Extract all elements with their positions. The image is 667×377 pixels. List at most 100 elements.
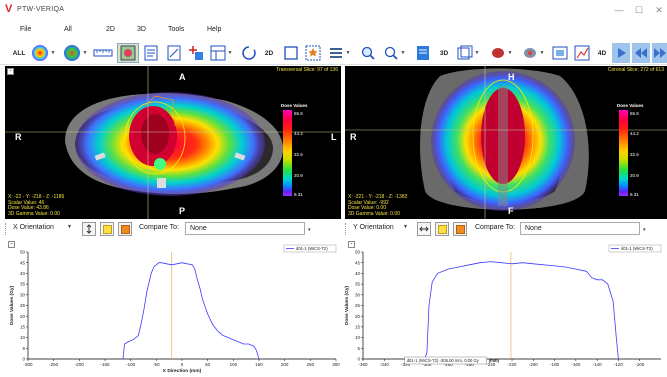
y-tick-label: 10 <box>20 335 26 340</box>
ruler-button[interactable] <box>92 43 114 63</box>
collapse-button[interactable]: - <box>348 241 355 248</box>
flip-button[interactable] <box>82 222 96 236</box>
rewind-icon <box>635 48 647 58</box>
compare-select[interactable]: None <box>185 222 305 235</box>
orientation-dropdown[interactable]: X Orientation <box>13 224 54 231</box>
chevron-down-icon[interactable]: ▾ <box>308 227 311 233</box>
mode-2d-button[interactable]: 2D <box>264 49 274 57</box>
x-tick-label: -100 <box>126 362 136 367</box>
y-tick-label: 0 <box>357 357 360 362</box>
brain-icon <box>63 45 80 61</box>
ruler-doc-button[interactable] <box>164 43 184 63</box>
y-tick-label: 50 <box>20 250 26 255</box>
x-profile-plot[interactable]: - 0 5 10 15 20 25 30 35 40 45 50 -300 -250 -200 -150 -1… <box>0 240 341 377</box>
legend-tick: 20.9 <box>630 173 639 178</box>
search-icon <box>361 46 375 60</box>
fast-forward-icon <box>653 48 666 58</box>
collapse-button[interactable]: - <box>8 241 15 248</box>
grip-handle[interactable] <box>345 223 348 235</box>
y-tick-label: 35 <box>355 282 361 287</box>
dose-sphere-button[interactable]: ▼ <box>28 43 58 63</box>
menu-help[interactable]: Help <box>207 26 222 33</box>
legend-title: Dose Values <box>617 103 644 108</box>
menu-file[interactable]: File <box>20 26 32 33</box>
search-button[interactable] <box>358 43 378 63</box>
yellow-line-button[interactable] <box>100 222 114 236</box>
rewind-button[interactable] <box>632 43 650 63</box>
star-icon <box>305 45 321 61</box>
compare-select[interactable]: None <box>520 222 640 235</box>
slice-info: Transversal Slice: 97 of 136 <box>276 67 338 73</box>
x-tick-label: 150 <box>255 362 263 367</box>
slider-button[interactable]: ▼ <box>325 43 353 63</box>
layers-button[interactable]: ▼ <box>454 43 482 63</box>
layout-grid-button[interactable]: ▼ <box>207 43 235 63</box>
collapse-button[interactable]: - <box>7 68 14 75</box>
transversal-viewer[interactable]: - Transversal Slice: 97 of 136 A P R L D… <box>5 66 341 219</box>
chart-button[interactable] <box>572 43 592 63</box>
brain-button[interactable]: ▼ <box>60 43 90 63</box>
overlay-button[interactable] <box>550 43 570 63</box>
all-button[interactable]: ALL <box>12 49 26 57</box>
compare-label: Compare To: <box>139 224 179 231</box>
mode-3d-button[interactable]: 3D <box>439 49 449 57</box>
orientation-dropdown[interactable]: Y Orientation <box>353 224 394 231</box>
legend-tick: 9.31 <box>630 192 639 197</box>
grip-handle[interactable] <box>5 223 8 235</box>
organ-icon <box>491 48 504 58</box>
x-tick-label: -50 <box>153 362 160 367</box>
chevron-down-icon[interactable]: ▼ <box>67 224 72 230</box>
legend-box <box>608 244 662 253</box>
zoom-button[interactable]: ▼ <box>380 43 408 63</box>
x-tick-label: -180 <box>550 362 560 367</box>
coronal-viewer[interactable]: Coronal Slice: 272 of 613 H F R Dose Val… <box>345 66 667 219</box>
page-button[interactable] <box>413 43 433 63</box>
legend-tick: 32.6 <box>294 152 303 157</box>
x-tick-label: -100 <box>635 362 645 367</box>
document-button[interactable] <box>141 43 161 63</box>
chevron-down-icon[interactable]: ▼ <box>403 224 408 230</box>
brain3d-button[interactable]: ▼ <box>519 43 547 63</box>
y-tick-label: 25 <box>355 303 361 308</box>
y-profile-plot[interactable]: - 0 5 10 15 20 25 30 35 40 45 50 -360 -340 -320 -300 -2… <box>343 240 667 377</box>
orange-line-button[interactable] <box>118 222 132 236</box>
play-button[interactable] <box>612 43 630 63</box>
organ-button[interactable]: ▼ <box>487 43 515 63</box>
mode-4d-button[interactable]: 4D <box>597 49 607 57</box>
yellow-line-button[interactable] <box>435 222 449 236</box>
add-point-button[interactable] <box>186 43 206 63</box>
y-tick-label: 15 <box>355 325 361 330</box>
dose-value: Dose Value: 0.00 <box>348 205 386 212</box>
cursor-coords: X: -221 - Y: -218 - Z: -1382 <box>348 194 408 200</box>
square-select-button[interactable] <box>281 43 301 63</box>
y-axis-label: Dose Values (Gy) <box>9 286 15 326</box>
y-tick-label: 10 <box>355 335 361 340</box>
orange-line-button[interactable] <box>453 222 467 236</box>
cursor-tooltip: d01-1 (WiCS-T2) -305.00 mm, 0.00 Gy <box>407 358 480 363</box>
left-profile-controls: X Orientation ▼ Compare To: None ▾ <box>5 220 341 238</box>
chevron-down-icon[interactable]: ▾ <box>643 227 646 233</box>
menu-all[interactable]: All <box>64 26 72 33</box>
star-button[interactable] <box>303 43 323 63</box>
fast-forward-button[interactable] <box>652 43 667 63</box>
square-select-icon <box>284 46 298 60</box>
minimize-button[interactable]: — <box>614 5 624 15</box>
document-icon <box>144 45 158 61</box>
close-button[interactable]: ✕ <box>655 5 663 15</box>
add-point-icon <box>189 46 203 60</box>
grid-region-button[interactable] <box>117 43 139 63</box>
dose-sphere-icon <box>31 45 48 61</box>
maximize-button[interactable]: ☐ <box>634 5 644 15</box>
legend-tick: 44.2 <box>630 131 639 136</box>
y-tick-label: 45 <box>20 260 26 265</box>
x-tick-label: -140 <box>593 362 603 367</box>
x-tick-label: -250 <box>49 362 59 367</box>
menu-2d[interactable]: 2D <box>106 26 115 33</box>
legend-tick: 20.9 <box>294 173 303 178</box>
menu-tools[interactable]: Tools <box>168 26 185 33</box>
flip-button[interactable] <box>417 222 431 236</box>
menu-3d[interactable]: 3D <box>137 26 146 33</box>
rotate-button[interactable] <box>239 43 259 63</box>
legend-tick: 32.6 <box>630 152 639 157</box>
x-tick-label: -340 <box>380 362 390 367</box>
